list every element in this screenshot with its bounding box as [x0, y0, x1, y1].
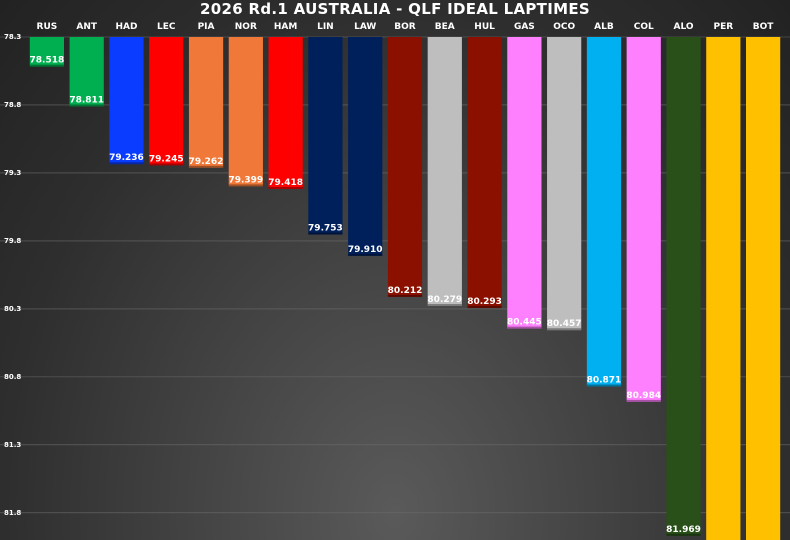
- bar-edge: [666, 533, 701, 536]
- bar: [308, 37, 343, 235]
- category-label: HAD: [115, 22, 137, 32]
- category-label: COL: [634, 22, 654, 32]
- data-label: 79.753: [308, 224, 343, 234]
- bar-edge: [109, 162, 144, 165]
- category-label: PER: [713, 22, 733, 32]
- bar-edge: [467, 305, 502, 308]
- data-label: 79.262: [189, 157, 224, 167]
- data-label: 79.399: [228, 175, 263, 185]
- data-label: 80.212: [388, 286, 423, 296]
- bar-edge: [507, 326, 542, 329]
- chart-title: 2026 Rd.1 AUSTRALIA - QLF IDEAL LAPTIMES: [200, 0, 590, 18]
- bar-edge: [29, 64, 65, 67]
- bar: [626, 37, 661, 402]
- data-label: 78.811: [69, 95, 104, 105]
- bar: [706, 37, 741, 540]
- category-label: ANT: [76, 22, 97, 32]
- category-label: NOR: [235, 22, 257, 32]
- y-tick-label: 79.3: [4, 169, 21, 177]
- category-label: RUS: [37, 22, 58, 32]
- category-label: ALB: [594, 22, 614, 32]
- y-tick-label: 78.8: [4, 101, 21, 109]
- bar: [547, 37, 582, 331]
- data-label: 79.418: [268, 178, 303, 188]
- data-label: 80.984: [626, 391, 661, 401]
- bar-edge: [268, 186, 303, 189]
- bar: [188, 37, 224, 168]
- bar-edge: [586, 384, 622, 387]
- bar-edge: [69, 104, 104, 107]
- data-label: 80.457: [547, 319, 582, 329]
- data-label: 80.293: [467, 297, 502, 307]
- category-label: BEA: [435, 22, 455, 32]
- bar: [149, 37, 184, 166]
- data-label: 79.236: [109, 153, 144, 163]
- bar: [228, 37, 263, 187]
- y-tick-label: 79.8: [4, 237, 21, 245]
- data-label: 78.518: [30, 56, 65, 66]
- bar: [268, 37, 303, 189]
- y-tick-label: 81.8: [4, 509, 21, 517]
- bar: [427, 37, 462, 307]
- bar-edge: [626, 399, 661, 402]
- bar: [467, 37, 502, 308]
- y-tick-label: 80.8: [4, 373, 21, 381]
- bar: [109, 37, 144, 165]
- bar-edge: [348, 253, 383, 256]
- category-label: HAM: [274, 22, 297, 32]
- data-label: 79.910: [348, 245, 383, 255]
- data-label: 79.245: [149, 154, 184, 164]
- category-label: ALO: [674, 22, 694, 32]
- bar-edge: [308, 232, 343, 235]
- bar: [586, 37, 622, 387]
- y-tick-label: 78.3: [4, 33, 21, 41]
- data-label: 81.969: [666, 525, 701, 535]
- bar-edge: [387, 294, 423, 297]
- bar-edge: [427, 304, 462, 307]
- y-tick-label: 80.3: [4, 305, 21, 313]
- y-tick-label: 81.3: [4, 441, 21, 449]
- bar: [348, 37, 383, 256]
- bar: [387, 37, 423, 297]
- bar: [507, 37, 542, 329]
- bar: [29, 37, 65, 67]
- bar-edge: [547, 328, 582, 331]
- category-label: GAS: [514, 22, 535, 32]
- category-label: LAW: [354, 22, 376, 32]
- category-label: LIN: [317, 22, 334, 32]
- category-label: HUL: [474, 22, 495, 32]
- category-label: BOR: [394, 22, 416, 32]
- bar: [69, 37, 104, 107]
- category-label: LEC: [157, 22, 176, 32]
- data-label: 80.279: [427, 295, 462, 305]
- data-label: 80.871: [587, 376, 622, 386]
- bar-edge: [188, 165, 224, 168]
- category-label: PIA: [198, 22, 215, 32]
- category-label: OCO: [553, 22, 575, 32]
- bar-edge: [228, 184, 263, 187]
- bar: [745, 37, 781, 540]
- bar: [666, 37, 701, 536]
- category-label: BOT: [753, 22, 775, 32]
- bar-edge: [149, 163, 184, 166]
- data-label: 80.445: [507, 318, 542, 328]
